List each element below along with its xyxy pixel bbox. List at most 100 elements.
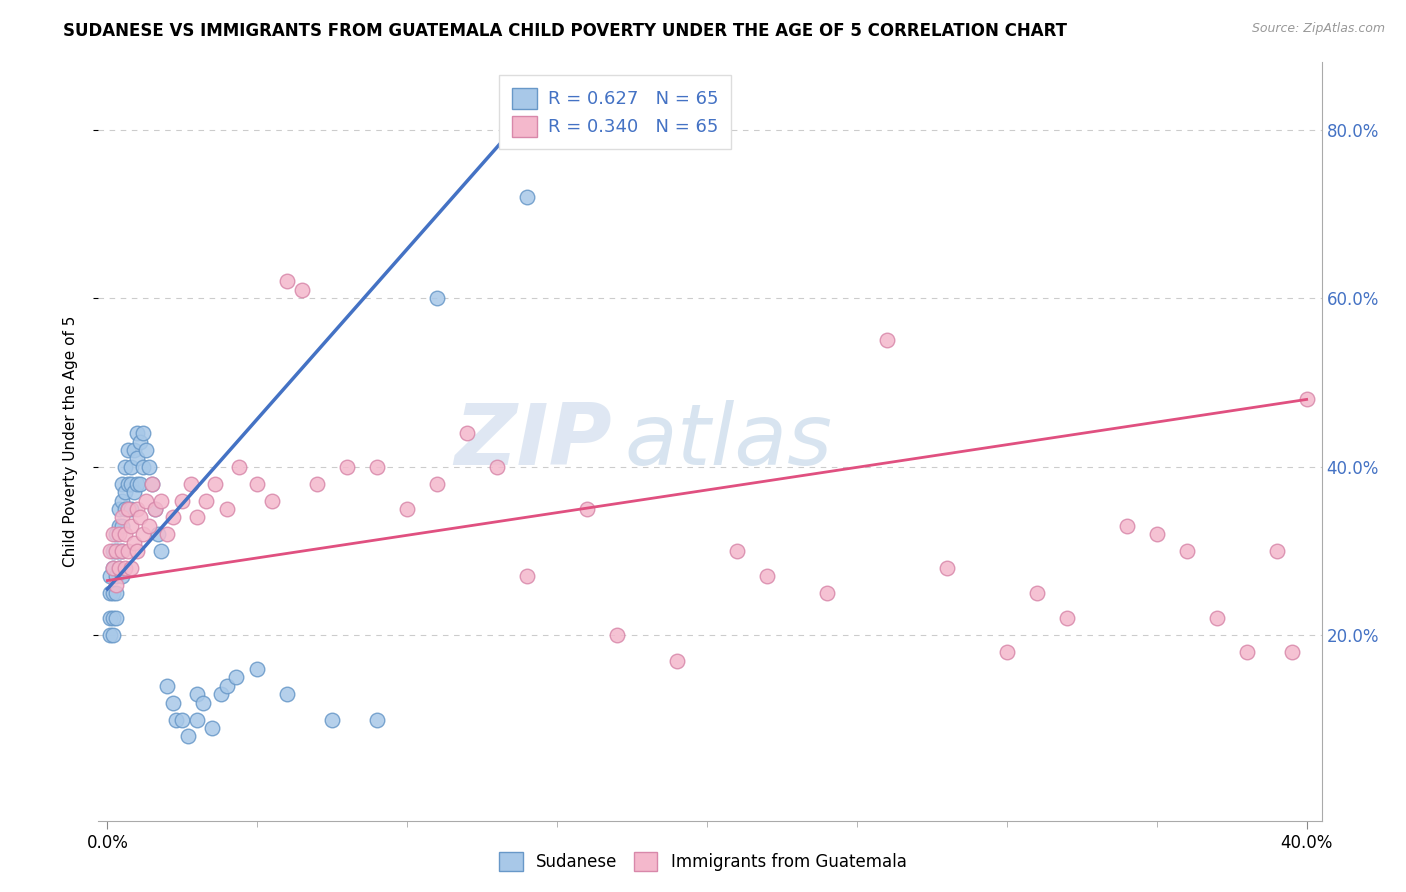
- Legend: Sudanese, Immigrants from Guatemala: Sudanese, Immigrants from Guatemala: [491, 843, 915, 880]
- Point: [105, 544, 128, 558]
- Point: [124, 442, 146, 457]
- Point: [124, 535, 146, 549]
- Point: [876, 334, 898, 348]
- Point: [1265, 544, 1288, 558]
- Text: Source: ZipAtlas.com: Source: ZipAtlas.com: [1251, 22, 1385, 36]
- Point: [103, 586, 125, 600]
- Point: [120, 561, 142, 575]
- Point: [262, 493, 284, 508]
- Text: SUDANESE VS IMMIGRANTS FROM GUATEMALA CHILD POVERTY UNDER THE AGE OF 5 CORRELATI: SUDANESE VS IMMIGRANTS FROM GUATEMALA CH…: [63, 22, 1067, 40]
- Point: [105, 544, 128, 558]
- Point: [276, 687, 298, 701]
- Point: [606, 628, 628, 642]
- Point: [108, 502, 131, 516]
- Point: [105, 527, 128, 541]
- Point: [456, 426, 478, 441]
- Point: [111, 569, 134, 583]
- Point: [111, 510, 134, 524]
- Point: [366, 713, 388, 727]
- Point: [111, 493, 134, 508]
- Text: atlas: atlas: [624, 400, 832, 483]
- Point: [172, 493, 194, 508]
- Point: [336, 459, 359, 474]
- Point: [725, 544, 748, 558]
- Point: [396, 502, 419, 516]
- Point: [204, 476, 226, 491]
- Point: [177, 730, 200, 744]
- Point: [129, 510, 152, 524]
- Point: [186, 687, 208, 701]
- Point: [117, 544, 139, 558]
- Point: [120, 476, 142, 491]
- Point: [100, 628, 122, 642]
- Point: [307, 476, 329, 491]
- Point: [117, 442, 139, 457]
- Point: [426, 291, 449, 305]
- Point: [135, 493, 157, 508]
- Point: [217, 502, 239, 516]
- Point: [276, 275, 298, 289]
- Point: [1115, 518, 1137, 533]
- Point: [120, 518, 142, 533]
- Point: [135, 442, 157, 457]
- Point: [141, 476, 163, 491]
- Point: [1281, 645, 1303, 659]
- Point: [516, 190, 538, 204]
- Point: [105, 578, 128, 592]
- Point: [217, 679, 239, 693]
- Legend: R = 0.627   N = 65, R = 0.340   N = 65: R = 0.627 N = 65, R = 0.340 N = 65: [499, 75, 731, 150]
- Point: [1236, 645, 1258, 659]
- Point: [103, 611, 125, 625]
- Point: [756, 569, 779, 583]
- Point: [145, 502, 167, 516]
- Point: [172, 713, 194, 727]
- Point: [815, 586, 838, 600]
- Point: [246, 476, 269, 491]
- Point: [117, 476, 139, 491]
- Point: [114, 459, 136, 474]
- Point: [129, 476, 152, 491]
- Point: [1146, 527, 1168, 541]
- Point: [1175, 544, 1198, 558]
- Point: [103, 561, 125, 575]
- Point: [162, 510, 184, 524]
- Point: [150, 544, 173, 558]
- Point: [117, 502, 139, 516]
- Point: [576, 502, 599, 516]
- Point: [516, 569, 538, 583]
- Point: [180, 476, 202, 491]
- Point: [186, 713, 208, 727]
- Point: [127, 451, 149, 466]
- Point: [117, 502, 139, 516]
- Point: [105, 611, 128, 625]
- Point: [246, 662, 269, 676]
- Point: [105, 569, 128, 583]
- Point: [195, 493, 218, 508]
- Point: [132, 527, 155, 541]
- Point: [165, 713, 187, 727]
- Point: [108, 544, 131, 558]
- Point: [132, 459, 155, 474]
- Point: [124, 485, 146, 500]
- Point: [132, 426, 155, 441]
- Point: [225, 670, 247, 684]
- Point: [108, 518, 131, 533]
- Point: [162, 696, 184, 710]
- Point: [111, 544, 134, 558]
- Point: [100, 569, 122, 583]
- Point: [127, 426, 149, 441]
- Point: [120, 459, 142, 474]
- Point: [103, 561, 125, 575]
- Point: [486, 459, 509, 474]
- Point: [127, 502, 149, 516]
- Point: [127, 544, 149, 558]
- Point: [426, 476, 449, 491]
- Point: [114, 502, 136, 516]
- Point: [148, 527, 170, 541]
- Point: [1056, 611, 1078, 625]
- Point: [1295, 392, 1317, 407]
- Point: [150, 493, 173, 508]
- Point: [228, 459, 250, 474]
- Point: [1205, 611, 1227, 625]
- Point: [935, 561, 957, 575]
